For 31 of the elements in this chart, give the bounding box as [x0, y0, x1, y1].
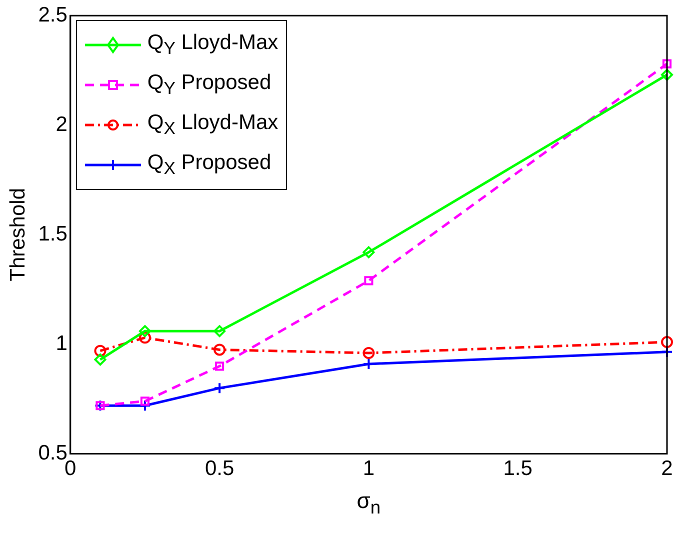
legend-label: Q$_{X}$ Proposed	[147, 150, 272, 179]
point	[214, 344, 226, 356]
point	[362, 347, 375, 360]
point	[138, 325, 151, 338]
point	[138, 400, 151, 412]
point	[662, 59, 672, 68]
point	[214, 382, 226, 394]
x-tick-label: 0.5	[204, 457, 234, 480]
legend-label: Q$_{Y}$ Lloyd-Max	[147, 30, 278, 59]
x-tick-label: 0	[64, 457, 76, 480]
y-tick-label: 2.5	[38, 3, 68, 26]
legend-label: Q$_{X}$ Lloyd-Max	[147, 110, 278, 139]
point	[138, 332, 151, 344]
point	[94, 354, 106, 366]
point	[140, 396, 150, 406]
point	[215, 362, 224, 371]
y-tick-label: 1.5	[38, 222, 68, 246]
point	[364, 276, 374, 286]
x-tick-label: 2	[661, 457, 673, 480]
point	[94, 344, 106, 357]
point	[661, 68, 673, 81]
point	[362, 246, 375, 258]
y-axis-title: Threshold	[6, 188, 30, 282]
y-tick-label: 1	[56, 332, 68, 356]
y-tick-label: 2	[56, 112, 68, 136]
x-tick-label: 1.5	[503, 457, 532, 480]
point	[214, 325, 226, 338]
x-axis-title: σ$_{n}$	[356, 488, 381, 518]
legend-label: Q$_{Y}$ Proposed	[147, 70, 272, 99]
point	[661, 336, 673, 348]
x-tick-label: 1	[362, 457, 375, 480]
